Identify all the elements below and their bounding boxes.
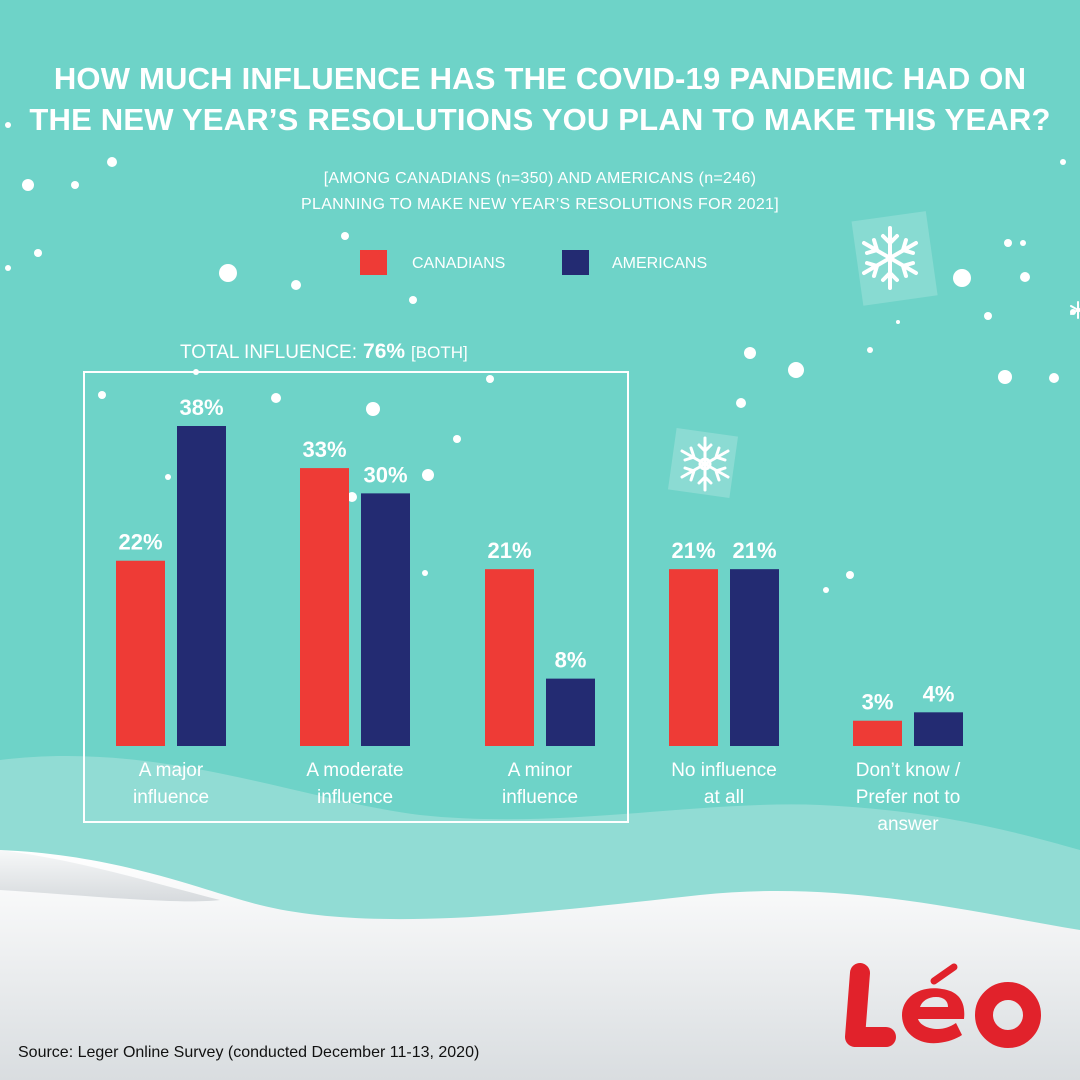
data-label-americans: 21% <box>732 538 776 563</box>
snow-drift-front <box>0 850 1080 1080</box>
legend-label-americans: AMERICANS <box>612 255 708 272</box>
data-label-canadians: 21% <box>487 538 531 563</box>
total-influence: TOTAL INFLUENCE: 76% [BOTH] <box>180 340 468 365</box>
subtitle-line-2: PLANNING TO MAKE NEW YEAR’S RESOLUTIONS … <box>301 196 779 213</box>
bar-canadians <box>300 468 349 746</box>
category-label: answer <box>877 814 939 835</box>
bar-americans <box>361 493 410 746</box>
subtitle-line-1: [AMONG CANADIANS (n=350) AND AMERICANS (… <box>323 170 757 187</box>
data-label-canadians: 22% <box>118 530 162 555</box>
data-label-americans: 8% <box>555 648 587 673</box>
snowflake-icon <box>680 436 730 492</box>
leo-logo <box>845 963 1041 1048</box>
category-label: Don’t know / <box>856 760 961 781</box>
data-label-canadians: 21% <box>671 538 715 563</box>
data-label-canadians: 33% <box>302 437 346 462</box>
chart-title: HOW MUCH INFLUENCE HAS THE COVID-19 PAND… <box>20 58 1060 140</box>
bar-americans <box>177 426 226 746</box>
legend-swatch-americans <box>562 250 589 275</box>
category-label: Prefer not to <box>856 787 961 808</box>
title-line-1: HOW MUCH INFLUENCE HAS THE COVID-19 PAND… <box>53 61 1027 96</box>
data-label-americans: 4% <box>923 681 955 706</box>
category-label: influence <box>317 787 393 808</box>
bar-americans <box>914 712 963 746</box>
legend-swatch-canadians <box>360 250 387 275</box>
total-influence-label: TOTAL INFLUENCE: <box>180 342 358 363</box>
data-label-americans: 38% <box>179 395 223 420</box>
snowflake-dots <box>5 122 1076 601</box>
category-label: influence <box>133 787 209 808</box>
total-influence-box <box>83 371 629 823</box>
category-label: at all <box>704 787 744 808</box>
bar-canadians <box>116 560 165 746</box>
source-note: Source: Leger Online Survey (conducted D… <box>18 1044 480 1061</box>
chart-subtitle: [AMONG CANADIANS (n=350) AND AMERICANS (… <box>140 166 940 218</box>
title-line-2: THE NEW YEAR’S RESOLUTIONS YOU PLAN TO M… <box>29 102 1051 137</box>
bar-americans <box>546 678 595 746</box>
total-influence-note: [BOTH] <box>411 343 468 362</box>
bar-canadians <box>485 569 534 746</box>
category-label: No influence <box>671 760 777 781</box>
data-label-americans: 30% <box>363 462 407 487</box>
legend-label-canadians: CANADIANS <box>412 255 506 272</box>
bar-americans <box>730 569 779 746</box>
data-label-canadians: 3% <box>862 690 894 715</box>
category-label: A minor <box>508 760 573 781</box>
category-label: influence <box>502 787 578 808</box>
total-influence-value: 76% <box>363 340 406 363</box>
category-label: A moderate <box>306 760 403 781</box>
snowflake-icon <box>1070 301 1080 319</box>
bar-canadians <box>669 569 718 746</box>
snowflake-icon <box>862 226 918 290</box>
snow-shadow <box>0 850 220 902</box>
category-label: A major <box>139 760 204 781</box>
bar-canadians <box>853 720 902 746</box>
